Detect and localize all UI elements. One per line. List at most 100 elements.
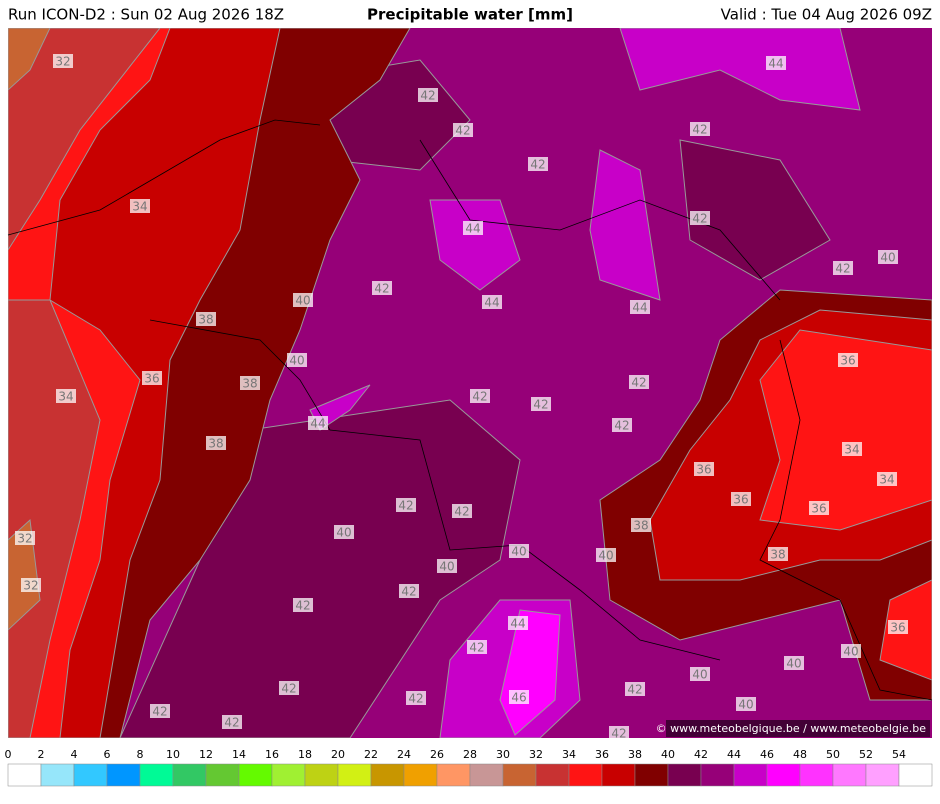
contour-label: 40 bbox=[786, 657, 801, 671]
colorbar-tick: 28 bbox=[463, 748, 477, 761]
colorbar-tick: 2 bbox=[38, 748, 45, 761]
contour-label-box bbox=[768, 547, 788, 561]
colorbar-swatch bbox=[436, 763, 471, 787]
contour-label-box bbox=[596, 548, 616, 562]
contour-label: 42 bbox=[224, 716, 239, 730]
contour-label: 44 bbox=[768, 57, 783, 71]
contour-label-box bbox=[509, 690, 529, 704]
contour-label: 42 bbox=[401, 585, 416, 599]
contour-label: 32 bbox=[17, 532, 32, 546]
colorbar-swatch bbox=[7, 763, 42, 787]
contour-label-box bbox=[877, 472, 897, 486]
contour-label-box bbox=[690, 211, 710, 225]
contour-label: 42 bbox=[472, 390, 487, 404]
colorbar-tick: 54 bbox=[892, 748, 906, 761]
colorbar-tick: 20 bbox=[331, 748, 345, 761]
colorbar-swatch bbox=[172, 763, 207, 787]
contour-label-box bbox=[766, 56, 786, 70]
contour-label: 42 bbox=[692, 123, 707, 137]
contour-label-box bbox=[196, 312, 216, 326]
contour-label: 34 bbox=[844, 443, 859, 457]
contour-label-box bbox=[399, 584, 419, 598]
colorbar-tick: 24 bbox=[397, 748, 411, 761]
contour-label: 36 bbox=[890, 621, 905, 635]
colorbar-tick: 8 bbox=[137, 748, 144, 761]
colorbar-tick: 32 bbox=[529, 748, 543, 761]
contour-label-box bbox=[308, 416, 328, 430]
contour-label-box bbox=[406, 691, 426, 705]
contour-label-box bbox=[130, 199, 150, 213]
colorbar-tick: 46 bbox=[760, 748, 774, 761]
contour-label: 40 bbox=[289, 354, 304, 368]
colorbar-swatch bbox=[700, 763, 735, 787]
contour-label-box bbox=[56, 389, 76, 403]
contour-label-box bbox=[528, 157, 548, 171]
contour-label-box bbox=[731, 492, 751, 506]
colorbar-tick: 18 bbox=[298, 748, 312, 761]
colorbar-tick: 48 bbox=[793, 748, 807, 761]
contour-label-box bbox=[293, 293, 313, 307]
colorbar-swatch bbox=[832, 763, 867, 787]
contour-label-box bbox=[334, 525, 354, 539]
colorbar-swatch bbox=[535, 763, 570, 787]
contour-label: 44 bbox=[632, 301, 647, 315]
contour-label: 34 bbox=[879, 473, 894, 487]
contour-label: 40 bbox=[692, 668, 707, 682]
colorbar-swatch bbox=[337, 763, 372, 787]
contour-label-box bbox=[841, 644, 861, 658]
colorbar-swatch bbox=[73, 763, 108, 787]
contour-label-box bbox=[437, 559, 457, 573]
contour-label-box bbox=[452, 504, 472, 518]
contour-label: 34 bbox=[58, 390, 73, 404]
contour-label: 42 bbox=[408, 692, 423, 706]
contour-label: 40 bbox=[295, 294, 310, 308]
colorbar-tick: 16 bbox=[265, 748, 279, 761]
contour-label: 40 bbox=[511, 545, 526, 559]
contour-label-box bbox=[15, 531, 35, 545]
contour-label: 42 bbox=[631, 376, 646, 390]
colorbar-swatch bbox=[40, 763, 75, 787]
contour-label: 42 bbox=[281, 682, 296, 696]
contour-label-box bbox=[240, 376, 260, 390]
contour-label: 42 bbox=[374, 282, 389, 296]
contour-label: 42 bbox=[611, 727, 626, 741]
colorbar-tick: 38 bbox=[628, 748, 642, 761]
colorbar-swatch bbox=[238, 763, 273, 787]
contour-label: 32 bbox=[23, 579, 38, 593]
contour-label-box bbox=[631, 518, 651, 532]
contour-label: 38 bbox=[770, 548, 785, 562]
contour-label-box bbox=[287, 353, 307, 367]
contour-label: 40 bbox=[843, 645, 858, 659]
contour-label: 38 bbox=[208, 437, 223, 451]
valid-label: Valid : Tue 04 Aug 2026 09Z bbox=[721, 6, 932, 24]
contour-label: 42 bbox=[627, 683, 642, 697]
colorbar-tick: 36 bbox=[595, 748, 609, 761]
contour-label: 36 bbox=[696, 463, 711, 477]
contour-label-box bbox=[630, 300, 650, 314]
contour-label-box bbox=[372, 281, 392, 295]
contour-label-box bbox=[222, 715, 242, 729]
contour-label-box bbox=[467, 640, 487, 654]
contour-label: 40 bbox=[598, 549, 613, 563]
colorbar-swatch bbox=[403, 763, 438, 787]
colorbar-tick: 10 bbox=[166, 748, 180, 761]
colorbar-swatch bbox=[205, 763, 240, 787]
contour-label: 32 bbox=[55, 55, 70, 69]
contour-label: 42 bbox=[454, 505, 469, 519]
colorbar: 0 2 4 6 8 10 12 14 16 18 20 22 24 26 28 30 32 34 36 38 40 42 4… bbox=[5, 748, 933, 787]
colorbar-tick: 42 bbox=[694, 748, 708, 761]
colorbar-swatch bbox=[139, 763, 174, 787]
colorbar-swatch bbox=[634, 763, 669, 787]
colorbar-swatch bbox=[601, 763, 636, 787]
contour-label-box bbox=[53, 54, 73, 68]
contour-label-box bbox=[470, 389, 490, 403]
colorbar-swatch bbox=[568, 763, 603, 787]
contour-label: 42 bbox=[614, 419, 629, 433]
contour-label-box bbox=[694, 462, 714, 476]
contour-label: 42 bbox=[530, 158, 545, 172]
colorbar-swatch bbox=[667, 763, 702, 787]
credit: © www.meteobelgique.be / www.meteobelgie… bbox=[656, 722, 927, 735]
colorbar-tick: 44 bbox=[727, 748, 741, 761]
contour-label-box bbox=[509, 544, 529, 558]
